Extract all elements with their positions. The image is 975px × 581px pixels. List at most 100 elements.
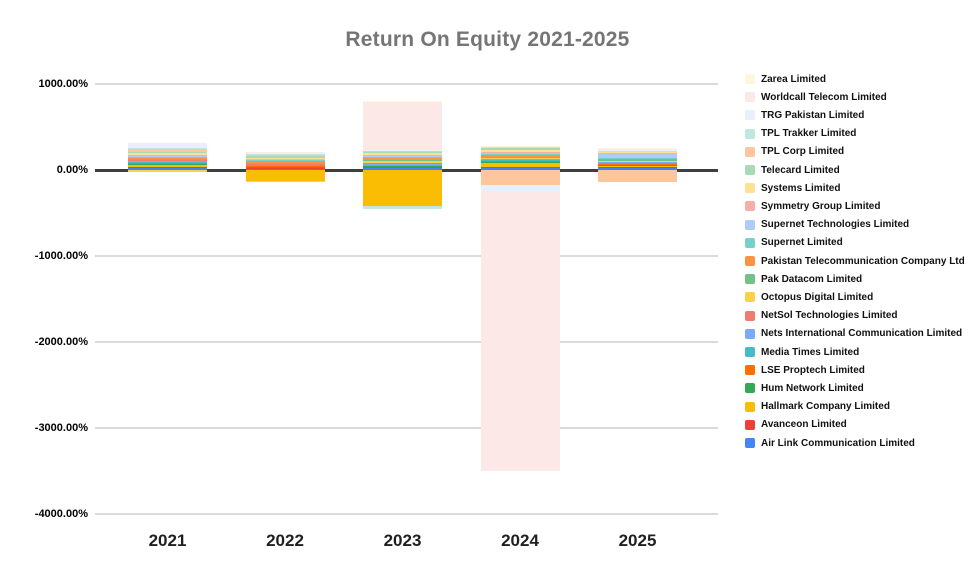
legend-item-zarea-limited[interactable]: Zarea Limited	[745, 70, 826, 88]
bar-segment-netsol-technologies-limited-2024[interactable]	[480, 158, 560, 160]
bar-segment-media-times-limited-2022[interactable]	[245, 165, 325, 167]
bar-segment-lse-proptech-limited-2022[interactable]	[245, 166, 325, 167]
bar-segment-systems-limited-2023[interactable]	[363, 152, 442, 155]
bar-segment-lse-proptech-limited-2024[interactable]	[480, 160, 560, 162]
bar-segment-pakistan-telecommunication-company-ltd-2021[interactable]	[128, 157, 207, 160]
bar-segment-avanceon-limited-2023[interactable]	[363, 167, 442, 169]
bar-segment-lse-proptech-limited-2021[interactable]	[128, 163, 207, 165]
bar-segment-pak-datacom-limited-2025[interactable]	[598, 159, 677, 161]
bar-segment-media-times-limited-2025[interactable]	[598, 163, 677, 165]
bar-segment-tpl-corp-limited-2022[interactable]	[245, 155, 325, 157]
legend-item-trg-pakistan-limited[interactable]: TRG Pakistan Limited	[745, 106, 864, 124]
bar-segment-pakistan-telecommunication-company-ltd-2024[interactable]	[480, 155, 560, 157]
bar-segment-air-link-communication-limited-2022[interactable]	[245, 168, 325, 170]
bar-segment-hum-network-limited-2025[interactable]	[598, 165, 677, 166]
legend-item-supernet-technologies-limited[interactable]: Supernet Technologies Limited	[745, 216, 909, 234]
bar-segment-pakistan-telecommunication-company-ltd-2025[interactable]	[598, 158, 677, 160]
bar-segment-avanceon-limited-2022[interactable]	[245, 167, 325, 169]
legend-item-air-link-communication-limited[interactable]: Air Link Communication Limited	[745, 434, 915, 452]
legend-item-avanceon-limited[interactable]: Avanceon Limited	[745, 416, 847, 434]
bar-segment-lse-proptech-limited-2023[interactable]	[363, 165, 442, 167]
bar-segment-zarea-limited-2025[interactable]	[598, 147, 677, 149]
bar-segment-nets-international-communication-limited-2021[interactable]	[128, 161, 207, 163]
bar-segment-worldcall-telecom-limited-2021[interactable]	[128, 143, 207, 145]
bar-segment-supernet-limited-2021[interactable]	[128, 156, 207, 158]
legend-item-hum-network-limited[interactable]: Hum Network Limited	[745, 379, 864, 397]
legend-item-tpl-corp-limited[interactable]: TPL Corp Limited	[745, 143, 844, 161]
bar-segment-systems-limited-2024[interactable]	[480, 150, 560, 152]
bar-segment-telecard-limited-2022[interactable]	[245, 156, 325, 158]
bar-segment-tpl-trakker-limited-2022[interactable]	[245, 153, 325, 156]
bar-segment-hum-network-limited-2022[interactable]	[245, 166, 325, 168]
legend-item-netsol-technologies-limited[interactable]: NetSol Technologies Limited	[745, 307, 898, 325]
bar-segment-supernet-technologies-limited-2023[interactable]	[363, 156, 442, 158]
bar-segment-supernet-technologies-limited-2024[interactable]	[480, 153, 560, 155]
bar-segment-tpl-corp-limited-2023[interactable]	[363, 151, 442, 152]
bar-segment-media-times-limited-2021[interactable]	[128, 162, 207, 164]
bar-segment-hum-network-limited-2021[interactable]	[128, 164, 207, 166]
bar-segment-avanceon-limited-2024[interactable]	[480, 167, 560, 169]
bar-segment-nets-international-communication-limited-2024[interactable]	[480, 159, 560, 161]
bar-segment-pak-datacom-limited-2024[interactable]	[480, 156, 560, 158]
bar-segment-telecard-limited-2021[interactable]	[128, 151, 207, 154]
bar-segment-supernet-technologies-limited-2022[interactable]	[245, 159, 325, 160]
bar-segment-pakistan-telecommunication-company-ltd-2022[interactable]	[245, 161, 325, 163]
bar-segment-octopus-digital-limited-2025[interactable]	[598, 160, 677, 162]
bar-segment-octopus-digital-limited-2023[interactable]	[363, 161, 442, 163]
bar-segment-air-link-communication-limited-2024[interactable]	[480, 168, 560, 170]
bar-segment-zarea-limited-2023[interactable]	[363, 101, 442, 103]
bar-segment-supernet-technologies-limited-2021[interactable]	[128, 155, 207, 157]
bar-segment-symmetry-group-limited-2024[interactable]	[480, 151, 560, 154]
bar-segment-octopus-digital-limited-2024[interactable]	[480, 157, 560, 159]
bar-segment-lse-proptech-limited-2025[interactable]	[598, 164, 677, 166]
bar-segment-netsol-technologies-limited-2022[interactable]	[245, 163, 325, 165]
bar-segment-hum-network-limited-2023[interactable]	[363, 166, 442, 168]
legend-item-worldcall-telecom-limited[interactable]: Worldcall Telecom Limited	[745, 88, 887, 106]
bar-segment-tpl-corp-limited-2025[interactable]	[598, 170, 677, 183]
bar-segment-worldcall-telecom-limited-2025[interactable]	[598, 148, 677, 150]
bar-segment-supernet-limited-2023[interactable]	[363, 157, 442, 159]
bar-segment-worldcall-telecom-limited-2023[interactable]	[363, 102, 442, 151]
bar-segment-hallmark-company-limited-2024[interactable]	[480, 163, 560, 168]
bar-segment-avanceon-limited-2025[interactable]	[598, 166, 677, 168]
bar-segment-nets-international-communication-limited-2022[interactable]	[245, 164, 325, 166]
bar-segment-tpl-corp-limited-2021[interactable]	[128, 149, 207, 152]
legend-item-pakistan-telecommunication-company-ltd[interactable]: Pakistan Telecommunication Company Ltd	[745, 252, 965, 270]
bar-segment-nets-international-communication-limited-2023[interactable]	[363, 163, 442, 165]
bar-segment-systems-limited-2025[interactable]	[598, 152, 677, 153]
bar-segment-hallmark-company-limited-2023[interactable]	[363, 170, 442, 207]
bar-segment-tpl-trakker-limited-2021[interactable]	[128, 148, 207, 150]
bar-segment-avanceon-limited-2021[interactable]	[128, 167, 207, 168]
bar-segment-symmetry-group-limited-2022[interactable]	[245, 158, 325, 160]
legend-item-pak-datacom-limited[interactable]: Pak Datacom Limited	[745, 270, 862, 288]
bar-segment-pak-datacom-limited-2023[interactable]	[363, 159, 442, 162]
bar-segment-zarea-limited-2024[interactable]	[480, 146, 560, 148]
bar-segment-netsol-technologies-limited-2025[interactable]	[598, 161, 677, 163]
bar-segment-nets-international-communication-limited-2025[interactable]	[598, 162, 677, 164]
bar-segment-octopus-digital-limited-2022[interactable]	[245, 180, 325, 183]
bar-segment-trg-pakistan-limited-2022[interactable]	[245, 152, 325, 154]
legend-item-tpl-trakker-limited[interactable]: TPL Trakker Limited	[745, 125, 856, 143]
bar-segment-trg-pakistan-limited-2025[interactable]	[598, 149, 677, 151]
legend-item-hallmark-company-limited[interactable]: Hallmark Company Limited	[745, 398, 890, 416]
bar-segment-air-link-communication-limited-2021[interactable]	[128, 167, 207, 170]
bar-segment-netsol-technologies-limited-2021[interactable]	[128, 160, 207, 162]
bar-segment-air-link-communication-limited-2025[interactable]	[598, 167, 677, 170]
bar-segment-tpl-trakker-limited-2023[interactable]	[363, 206, 442, 210]
bar-segment-pak-datacom-limited-2021[interactable]	[128, 159, 207, 161]
bar-segment-pak-datacom-limited-2022[interactable]	[245, 162, 325, 164]
bar-segment-supernet-limited-2022[interactable]	[245, 160, 325, 162]
bar-segment-air-link-communication-limited-2023[interactable]	[363, 168, 442, 170]
bar-segment-trg-pakistan-limited-2023[interactable]	[363, 150, 442, 152]
legend-item-supernet-limited[interactable]: Supernet Limited	[745, 234, 843, 252]
bar-segment-hallmark-company-limited-2021[interactable]	[128, 165, 207, 168]
legend-item-telecard-limited[interactable]: Telecard Limited	[745, 161, 840, 179]
bar-segment-worldcall-telecom-limited-2024[interactable]	[480, 191, 560, 472]
bar-segment-systems-limited-2022[interactable]	[245, 157, 325, 159]
bar-segment-telecard-limited-2024[interactable]	[480, 148, 560, 151]
legend-item-nets-international-communication-limited[interactable]: Nets International Communication Limited	[745, 325, 962, 343]
bar-segment-trg-pakistan-limited-2024[interactable]	[480, 185, 560, 192]
legend-item-media-times-limited[interactable]: Media Times Limited	[745, 343, 859, 361]
bar-segment-pakistan-telecommunication-company-ltd-2023[interactable]	[363, 158, 442, 160]
bar-segment-systems-limited-2021[interactable]	[128, 153, 207, 156]
